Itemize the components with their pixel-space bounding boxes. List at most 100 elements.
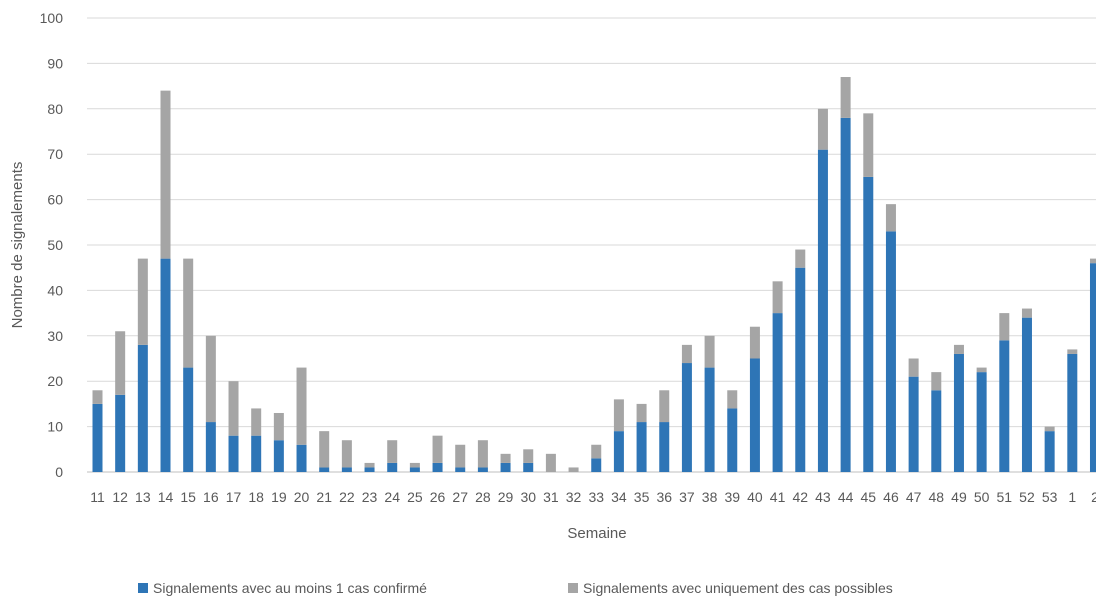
bar-segment-confirmed — [704, 367, 715, 472]
bar-segment-confirmed — [999, 340, 1010, 472]
bar-segment-possible — [1067, 349, 1078, 354]
y-tick-label: 70 — [47, 146, 63, 162]
bar-segment-confirmed — [772, 313, 783, 472]
bar-segment-confirmed — [183, 367, 194, 472]
y-tick-label: 10 — [47, 419, 63, 435]
x-tick-label: 46 — [883, 489, 899, 505]
x-tick-label: 31 — [543, 489, 559, 505]
bar-segment-confirmed — [727, 408, 738, 472]
x-tick-label: 53 — [1042, 489, 1058, 505]
bar-segment-confirmed — [1067, 353, 1078, 472]
bar-segment-confirmed — [523, 462, 534, 472]
bar-segment-confirmed — [1089, 263, 1096, 472]
x-tick-label: 52 — [1019, 489, 1035, 505]
x-tick-label: 20 — [294, 489, 310, 505]
legend-label-confirmed: Signalements avec au moins 1 cas confirm… — [153, 580, 427, 596]
x-tick-label: 43 — [815, 489, 831, 505]
bar-segment-confirmed — [137, 344, 148, 472]
bar-segment-confirmed — [92, 403, 103, 472]
bar-segment-confirmed — [387, 462, 398, 472]
y-tick-label: 0 — [55, 464, 63, 480]
bar-segment-possible — [999, 313, 1010, 341]
y-tick-label: 60 — [47, 192, 63, 208]
bar-segment-possible — [296, 367, 307, 445]
x-tick-label: 51 — [997, 489, 1013, 505]
x-tick-label: 33 — [588, 489, 604, 505]
x-tick-label: 44 — [838, 489, 854, 505]
x-tick-label: 38 — [702, 489, 718, 505]
bar-segment-possible — [1089, 258, 1096, 264]
bar-segment-confirmed — [228, 435, 239, 472]
bar-segment-possible — [840, 77, 851, 118]
x-tick-label: 27 — [452, 489, 468, 505]
bar-segment-possible — [704, 335, 715, 368]
bar-segment-confirmed — [953, 353, 964, 472]
bar-segment-possible — [636, 403, 647, 423]
x-tick-label: 25 — [407, 489, 423, 505]
bar-segment-confirmed — [863, 176, 874, 472]
y-tick-label: 90 — [47, 55, 63, 71]
x-tick-label: 19 — [271, 489, 287, 505]
bar-segment-confirmed — [319, 467, 330, 472]
bar-segment-confirmed — [885, 231, 896, 472]
bar-segment-confirmed — [273, 440, 284, 472]
bar-segment-possible — [409, 462, 420, 468]
x-tick-label: 45 — [860, 489, 876, 505]
x-tick-label: 36 — [656, 489, 672, 505]
bar-segment-possible — [160, 90, 171, 259]
x-tick-label: 13 — [135, 489, 151, 505]
bar-segment-confirmed — [795, 267, 806, 472]
y-axis-title: Nombre de signalements — [9, 162, 26, 329]
bar-segment-possible — [545, 453, 556, 472]
x-tick-label: 32 — [566, 489, 582, 505]
x-tick-label: 35 — [634, 489, 650, 505]
bar-segment-confirmed — [296, 444, 307, 472]
bar-segment-possible — [613, 399, 624, 432]
x-tick-label: 23 — [362, 489, 378, 505]
bar-segment-confirmed — [409, 467, 420, 472]
x-tick-label: 37 — [679, 489, 695, 505]
bar-segment-confirmed — [500, 462, 511, 472]
bar-segment-possible — [931, 372, 942, 391]
bar-segment-possible — [885, 204, 896, 232]
x-tick-label: 2 — [1091, 489, 1096, 505]
x-tick-label: 29 — [498, 489, 514, 505]
bar-segment-possible — [659, 390, 670, 423]
y-tick-label: 100 — [40, 10, 64, 26]
bar-segment-confirmed — [749, 358, 760, 472]
bar-segment-possible — [817, 108, 828, 150]
x-tick-label: 17 — [226, 489, 242, 505]
bar-segment-possible — [681, 344, 692, 364]
bar-segment-confirmed — [115, 394, 126, 472]
x-tick-label: 40 — [747, 489, 763, 505]
bar-segment-confirmed — [455, 467, 466, 472]
bar-segment-confirmed — [636, 422, 647, 472]
bar-segment-possible — [115, 331, 126, 395]
bar-segment-confirmed — [364, 467, 375, 472]
y-tick-label: 20 — [47, 373, 63, 389]
bar-segment-possible — [523, 449, 534, 463]
bar-segment-possible — [976, 367, 987, 373]
legend: Signalements avec au moins 1 cas confirm… — [138, 580, 893, 596]
x-tick-label: 47 — [906, 489, 922, 505]
x-tick-label: 41 — [770, 489, 786, 505]
x-tick-label: 48 — [929, 489, 945, 505]
bar-segment-confirmed — [1021, 317, 1032, 472]
bar-segment-possible — [92, 390, 103, 404]
bar-segment-confirmed — [976, 372, 987, 472]
bar-segment-possible — [908, 358, 919, 377]
x-axis-title: Semaine — [567, 525, 626, 542]
x-axis-ticks: 11 12 13 14 15 16 17 18 19 20 21 22 23 24 25 26 27 28 29 30… — [90, 489, 1096, 505]
bar-segment-confirmed — [432, 462, 443, 472]
bar-segment-confirmed — [931, 390, 942, 472]
bar-segment-confirmed — [477, 467, 488, 472]
bar-segment-confirmed — [840, 117, 851, 472]
bar-segment-confirmed — [1044, 431, 1055, 472]
x-tick-label: 49 — [951, 489, 967, 505]
x-tick-label: 42 — [792, 489, 808, 505]
bar-segment-confirmed — [613, 431, 624, 472]
x-tick-label: 15 — [180, 489, 196, 505]
bar-segment-possible — [863, 113, 874, 177]
x-tick-label: 34 — [611, 489, 627, 505]
